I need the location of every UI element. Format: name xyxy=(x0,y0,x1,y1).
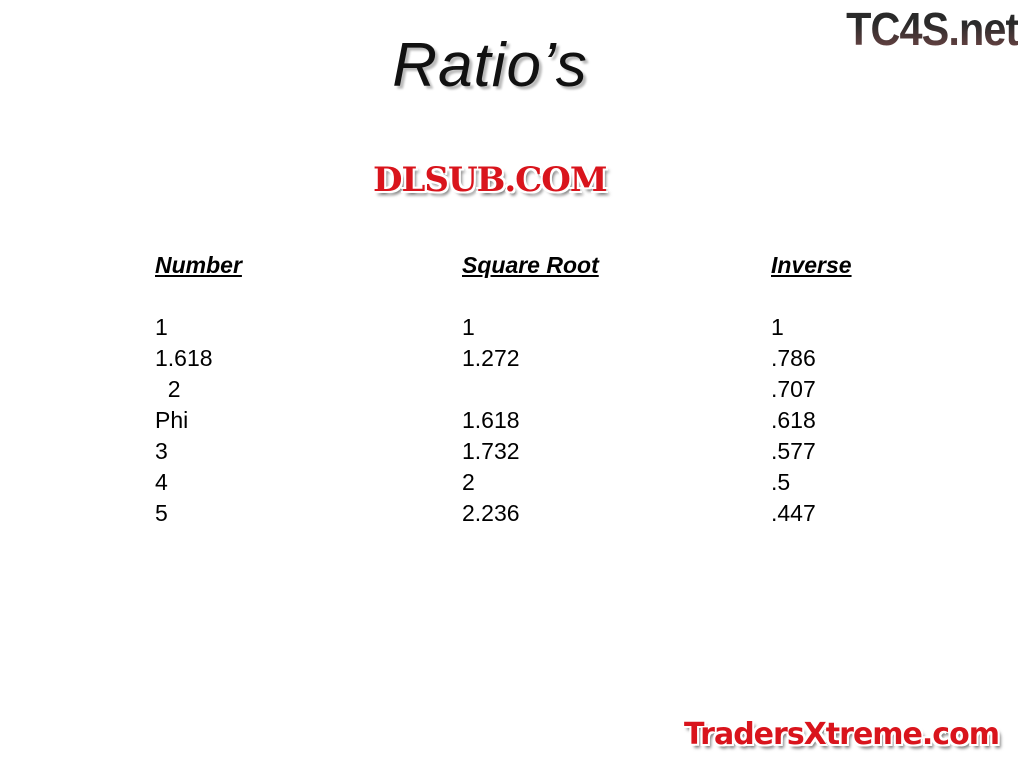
tc4s-logo: TC4S.net xyxy=(845,3,1019,55)
table-cell: 1 xyxy=(771,314,784,340)
number-column: Number 1 1.618 2 Phi 3 4 5 xyxy=(155,250,242,529)
table-cell: .447 xyxy=(771,500,816,526)
slide-title: Ratio’s xyxy=(392,31,588,100)
table-cell: .786 xyxy=(771,345,816,371)
column-header-square-root: Square Root xyxy=(462,252,599,278)
table-cell: 1.618 xyxy=(155,345,213,371)
table-cell: 4 xyxy=(155,469,168,495)
table-cell: .707 xyxy=(771,376,816,402)
table-cell: 2 xyxy=(155,376,181,402)
table-cell: 3 xyxy=(155,438,168,464)
table-cell: .577 xyxy=(771,438,816,464)
square-root-column: Square Root 1 1.272 1.618 1.732 2 2.236 xyxy=(462,250,599,529)
table-cell: .618 xyxy=(771,407,816,433)
tradersxtreme-watermark: TradersXtreme.com xyxy=(684,717,1000,752)
inverse-column: Inverse 1 .786 .707 .618 .577 .5 .447 xyxy=(771,250,852,529)
table-cell: 2 xyxy=(462,469,475,495)
column-header-number: Number xyxy=(155,252,242,278)
table-cell: Phi xyxy=(155,407,189,433)
table-cell: 1 xyxy=(462,314,475,340)
table-cell: 1.272 xyxy=(462,345,520,371)
table-cell xyxy=(462,374,599,405)
table-cell: 5 xyxy=(155,500,168,526)
column-header-inverse: Inverse xyxy=(771,252,852,278)
dlsub-watermark: DLSUB.COM xyxy=(373,160,607,200)
table-cell: 1.732 xyxy=(462,438,520,464)
table-cell: 1.618 xyxy=(462,407,520,433)
table-cell: 2.236 xyxy=(462,500,520,526)
table-cell: .5 xyxy=(771,469,791,495)
table-cell: 1 xyxy=(155,314,168,340)
